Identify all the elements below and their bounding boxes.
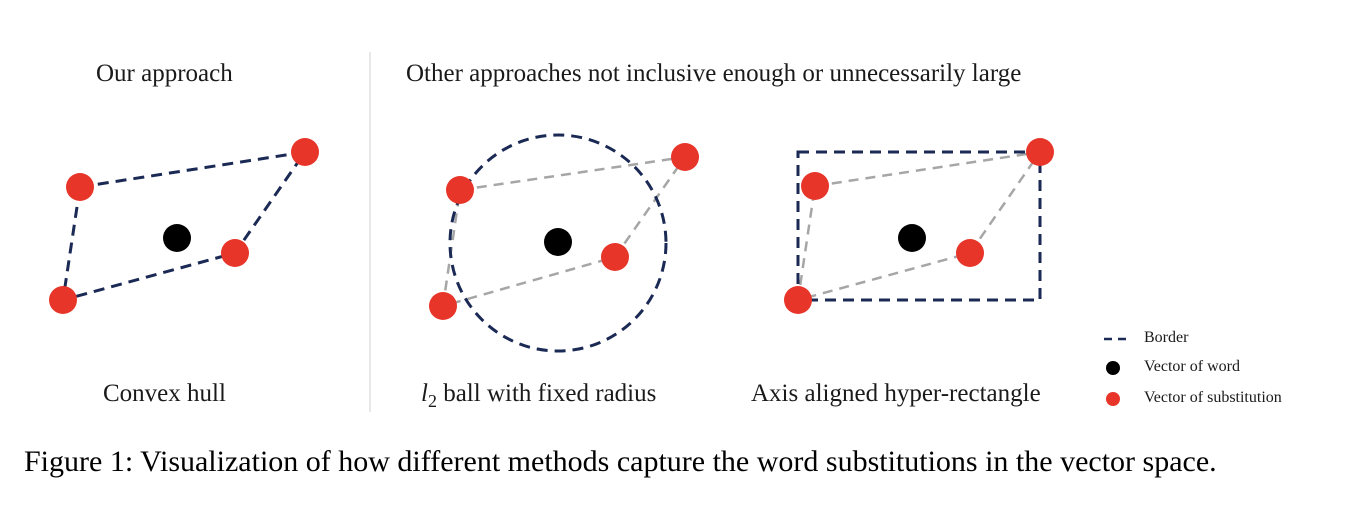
l2-ball-panel: [429, 133, 699, 353]
word-vector: [898, 224, 926, 252]
legend-word-swatch: [1106, 361, 1120, 375]
legend-word-label: Vector of word: [1144, 358, 1240, 375]
legend-substitution-label: Vector of substitution: [1144, 389, 1282, 406]
convex-hull-label: Convex hull: [103, 380, 226, 407]
substitution-vector: [1026, 138, 1054, 166]
hyper-rectangle-panel: [784, 138, 1054, 314]
legend-substitution-swatch: [1106, 392, 1120, 406]
l2-label-rest: ball with fixed radius: [436, 380, 657, 407]
l2-symbol: l: [421, 380, 428, 407]
substitution-vector: [49, 286, 77, 314]
hyper-rectangle-label: Axis aligned hyper-rectangle: [751, 380, 1041, 407]
convex-hull-panel: [49, 138, 319, 314]
substitution-vector: [66, 173, 94, 201]
substitution-vector: [784, 286, 812, 314]
substitution-vector: [291, 138, 319, 166]
substitution-vector: [956, 239, 984, 267]
hyper-rectangle-border: [796, 150, 1042, 302]
substitution-vector: [446, 176, 474, 204]
other-approaches-heading: Other approaches not inclusive enough or…: [406, 60, 1022, 87]
word-vector: [163, 224, 191, 252]
substitution-vector: [671, 143, 699, 171]
l2-subscript: 2: [427, 391, 437, 411]
legend: [1104, 337, 1130, 406]
substitution-vector: [429, 292, 457, 320]
substitution-vector: [221, 239, 249, 267]
substitution-vector: [801, 172, 829, 200]
legend-border-label: Border: [1144, 329, 1189, 346]
figure-caption: Figure 1: Visualization of how different…: [24, 445, 1217, 478]
l2-ball-label: l2 ball with fixed radius: [421, 380, 657, 411]
word-vector: [544, 228, 572, 256]
our-approach-heading: Our approach: [96, 60, 233, 87]
l2-ball-border: [448, 133, 668, 353]
hyper-rectangle-connectors: [796, 150, 1043, 302]
substitution-vector: [601, 243, 629, 271]
